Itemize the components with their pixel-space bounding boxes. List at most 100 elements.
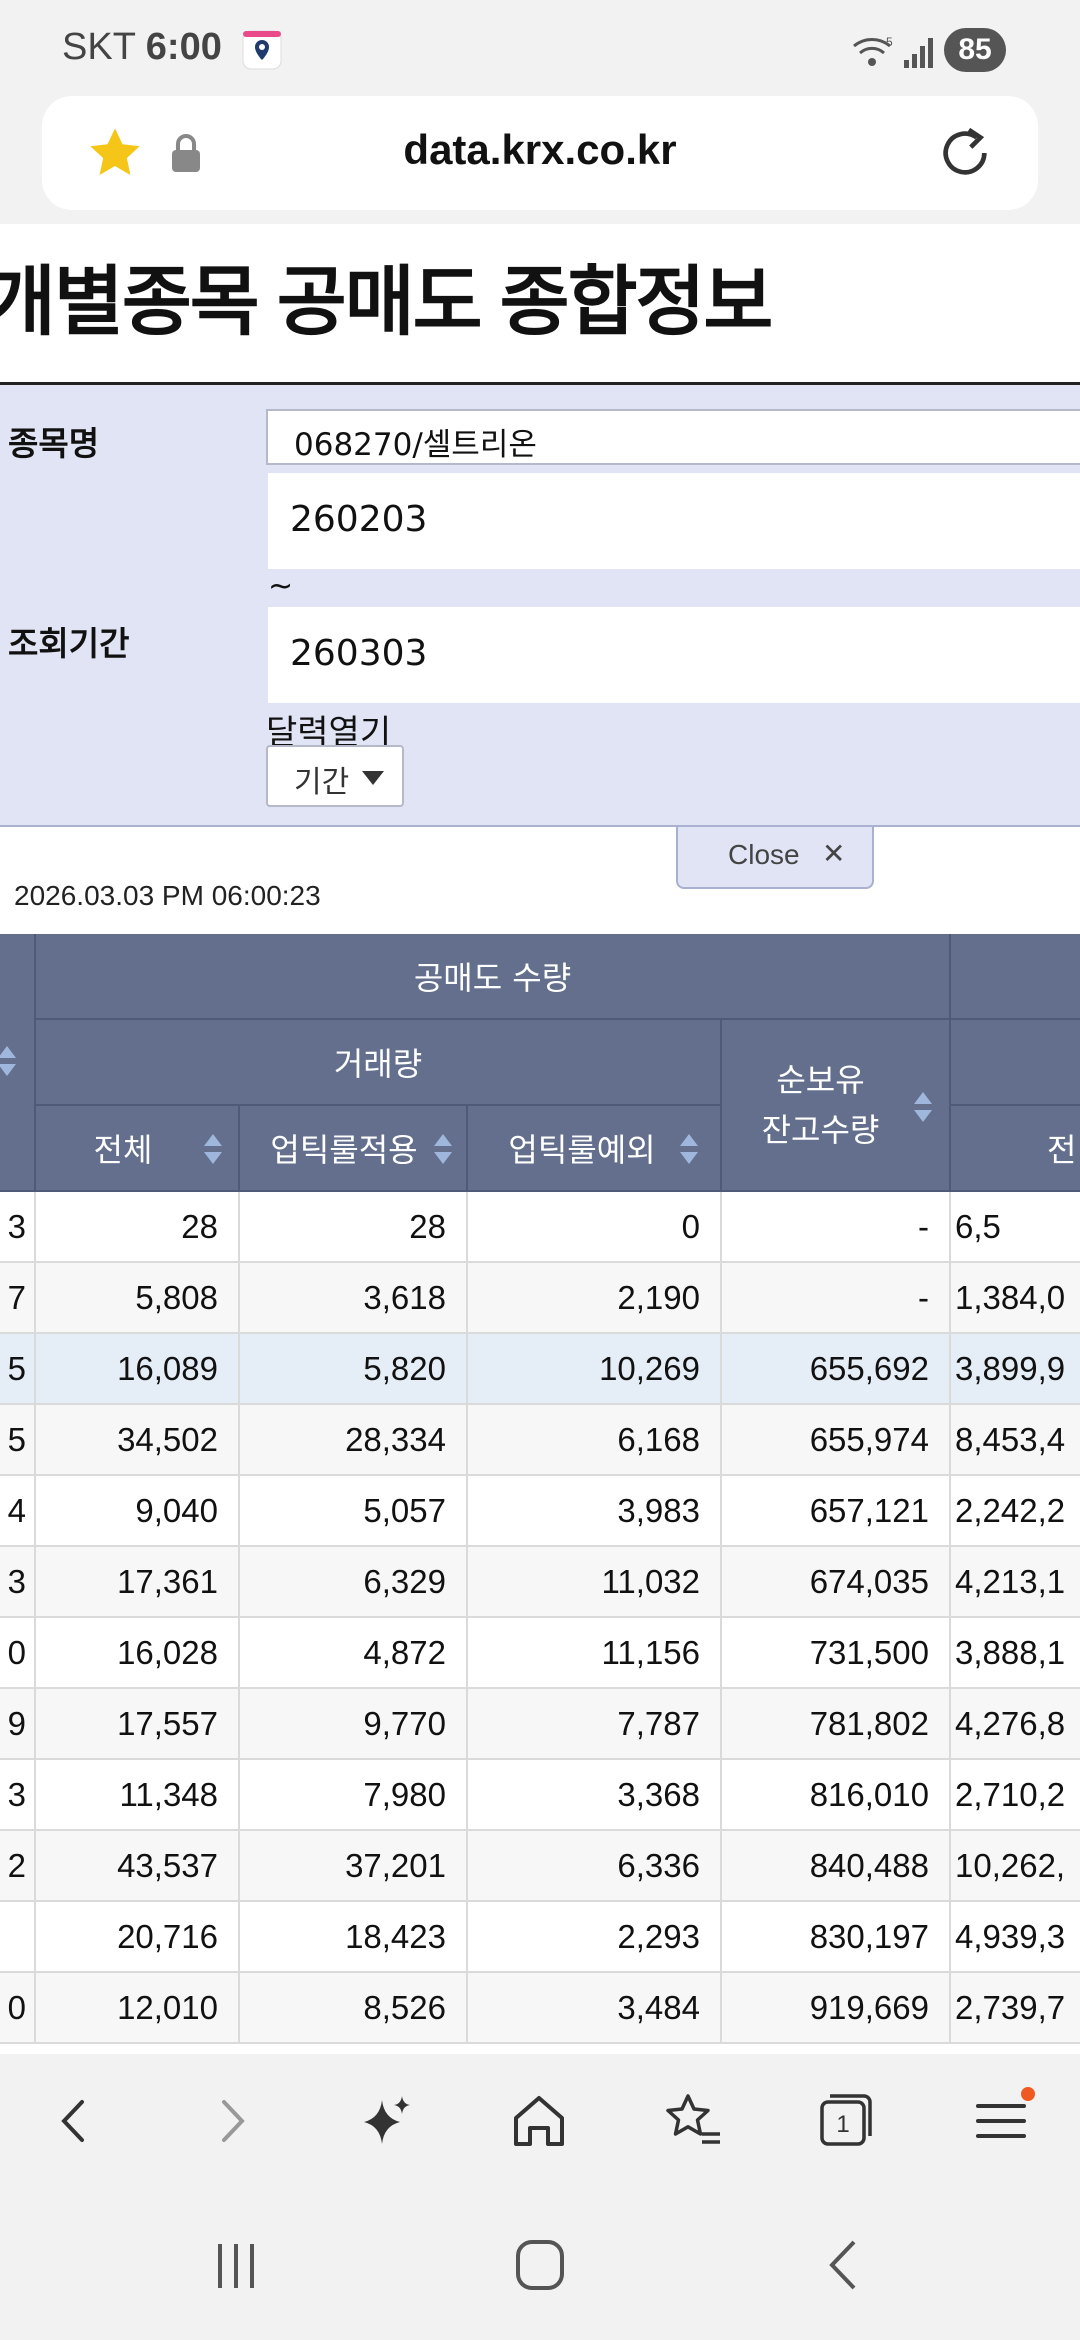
table-row[interactable]: 3 28 28 0-6,5 — [0, 1192, 1080, 1263]
table-row[interactable]: 5 16,089 5,820 10,269 655,692 3,899,9 — [0, 1334, 1080, 1405]
period-select[interactable]: 기간 — [266, 745, 404, 807]
cell-uptick-applied: 5,820 — [240, 1334, 468, 1403]
cell-next: 2,710,2 — [955, 1776, 1066, 1813]
sort-icon[interactable] — [434, 1134, 452, 1166]
cell-leading: 0 — [0, 1973, 36, 2042]
cell-uptick-exempt: 11,032 — [468, 1547, 722, 1616]
header-cell-leading[interactable] — [0, 934, 36, 1192]
cell-net-balance: 781,802 — [722, 1689, 951, 1758]
table-row[interactable]: 4 9,040 5,057 3,983 657,121 2,242,2 — [0, 1476, 1080, 1547]
header-next-sub — [951, 1020, 1080, 1106]
cell-total: 28 — [36, 1192, 240, 1261]
cell-net-balance: 816,010 — [722, 1760, 951, 1829]
home-button-icon[interactable] — [510, 2238, 570, 2294]
stock-input[interactable]: 068270/셀트리온 — [266, 409, 1080, 465]
page-title: 개별종목 공매도 종합정보 — [0, 260, 773, 345]
table-row[interactable]: 3 11,348 7,980 3,368 816,010 2,710,2 — [0, 1760, 1080, 1831]
table-row[interactable]: 0 12,010 8,526 3,484 919,669 2,739,7 — [0, 1973, 1080, 2044]
table-row[interactable]: 20,716 18,423 2,293 830,197 4,939,3 — [0, 1902, 1080, 1973]
cell-uptick-exempt: 2,190 — [468, 1263, 722, 1332]
query-timestamp: 2026.03.03 PM 06:00:23 — [14, 880, 321, 911]
url-text[interactable]: data.krx.co.kr — [403, 126, 677, 173]
cell-total: 12,010 — [36, 1973, 240, 2042]
cell-leading: 3 — [0, 1760, 36, 1829]
bookmarks-icon[interactable] — [658, 2086, 728, 2156]
cell-next: 4,276,8 — [955, 1705, 1066, 1742]
period-select-label: 기간 — [294, 765, 350, 800]
table-row[interactable]: 2 43,537 37,201 6,336 840,488 10,262, — [0, 1831, 1080, 1902]
cell-uptick-exempt: 6,168 — [468, 1405, 722, 1474]
cell-uptick-exempt: 3,484 — [468, 1973, 722, 2042]
carrier-time: SKT 6:00 — [62, 26, 222, 69]
header-next-col-label: 전 — [1047, 1131, 1077, 1169]
home-icon[interactable] — [504, 2086, 574, 2156]
cell-leading: 5 — [0, 1405, 36, 1474]
cell-total: 34,502 — [36, 1405, 240, 1474]
header-net-balance[interactable]: 순보유 잔고수량 — [722, 1020, 951, 1192]
sort-icon[interactable] — [0, 1046, 16, 1078]
sort-icon[interactable] — [204, 1134, 222, 1166]
search-form: 종목명 068270/셀트리온 260203 ~ 조회기간 260303 달력열… — [0, 385, 1080, 827]
header-uptick-exempt[interactable]: 업틱룰예외 — [468, 1106, 722, 1192]
lock-icon — [172, 134, 200, 172]
start-date-input[interactable]: 260203 — [268, 473, 1080, 569]
star-icon[interactable] — [86, 124, 144, 182]
cell-uptick-applied: 4,872 — [240, 1618, 468, 1687]
header-uptick-applied-label: 업틱룰적용 — [270, 1131, 418, 1169]
table-row[interactable]: 9 17,557 9,770 7,787 781,802 4,276,8 — [0, 1689, 1080, 1760]
cell-net-balance: 655,692 — [722, 1334, 951, 1403]
end-date-input[interactable]: 260303 — [268, 607, 1080, 703]
header-next-col[interactable]: 전 — [951, 1106, 1080, 1192]
system-back-icon[interactable] — [814, 2238, 874, 2294]
cell-uptick-applied: 18,423 — [240, 1902, 468, 1971]
wifi-signal-icon: 5 — [853, 35, 933, 68]
table-row[interactable]: 5 34,502 28,334 6,168 655,974 8,453,4 — [0, 1405, 1080, 1476]
cell-next: 3,899,9 — [955, 1350, 1066, 1387]
cell-uptick-exempt: 0 — [468, 1192, 722, 1261]
cell-total: 16,028 — [36, 1618, 240, 1687]
reload-icon[interactable] — [936, 124, 994, 182]
title-divider — [0, 382, 1080, 385]
cell-leading: 5 — [0, 1334, 36, 1403]
header-trading-volume: 거래량 — [36, 1020, 722, 1106]
system-navigation-bar — [0, 2194, 1080, 2340]
header-total[interactable]: 전체 — [36, 1106, 240, 1192]
header-uptick-applied[interactable]: 업틱룰적용 — [240, 1106, 468, 1192]
notification-dot — [1021, 2087, 1035, 2101]
address-bar[interactable] — [42, 96, 1038, 210]
cell-uptick-exempt: 6,336 — [468, 1831, 722, 1900]
cell-leading: 3 — [0, 1547, 36, 1616]
close-button[interactable]: Close ✕ — [676, 827, 874, 889]
close-icon: ✕ — [822, 838, 846, 869]
cell-total: 43,537 — [36, 1831, 240, 1900]
cell-uptick-exempt: 11,156 — [468, 1618, 722, 1687]
cell-total: 17,557 — [36, 1689, 240, 1758]
carrier-label: SKT — [62, 26, 136, 68]
chevron-down-icon — [362, 771, 384, 785]
table-row[interactable]: 3 17,361 6,329 11,032 674,035 4,213,1 — [0, 1547, 1080, 1618]
cell-total: 9,040 — [36, 1476, 240, 1545]
cell-leading: 0 — [0, 1618, 36, 1687]
cell-next: 2,739,7 — [955, 1989, 1066, 2026]
cell-next: 1,384,0 — [955, 1279, 1066, 1316]
cell-total: 20,716 — [36, 1902, 240, 1971]
cell-leading: 2 — [0, 1831, 36, 1900]
header-short-selling-volume: 공매도 수량 — [36, 934, 951, 1020]
date-range-separator: ~ — [268, 569, 294, 604]
forward-icon[interactable] — [196, 2086, 266, 2156]
ai-sparkle-icon[interactable] — [352, 2086, 422, 2156]
back-icon[interactable] — [40, 2086, 110, 2156]
cell-uptick-exempt: 3,368 — [468, 1760, 722, 1829]
cell-leading: 4 — [0, 1476, 36, 1545]
sort-icon[interactable] — [680, 1134, 698, 1166]
cell-uptick-applied: 6,329 — [240, 1547, 468, 1616]
tabs-icon[interactable]: 1 — [810, 2086, 880, 2156]
sort-icon[interactable] — [914, 1092, 932, 1124]
cell-net-balance: 674,035 — [722, 1547, 951, 1616]
cell-uptick-exempt: 3,983 — [468, 1476, 722, 1545]
recents-icon[interactable] — [206, 2238, 266, 2294]
table-row[interactable]: 7 5,808 3,618 2,190-1,384,0 — [0, 1263, 1080, 1334]
menu-icon[interactable] — [966, 2086, 1036, 2156]
cell-net-balance: 840,488 — [722, 1831, 951, 1900]
table-row[interactable]: 0 16,028 4,872 11,156 731,500 3,888,1 — [0, 1618, 1080, 1689]
